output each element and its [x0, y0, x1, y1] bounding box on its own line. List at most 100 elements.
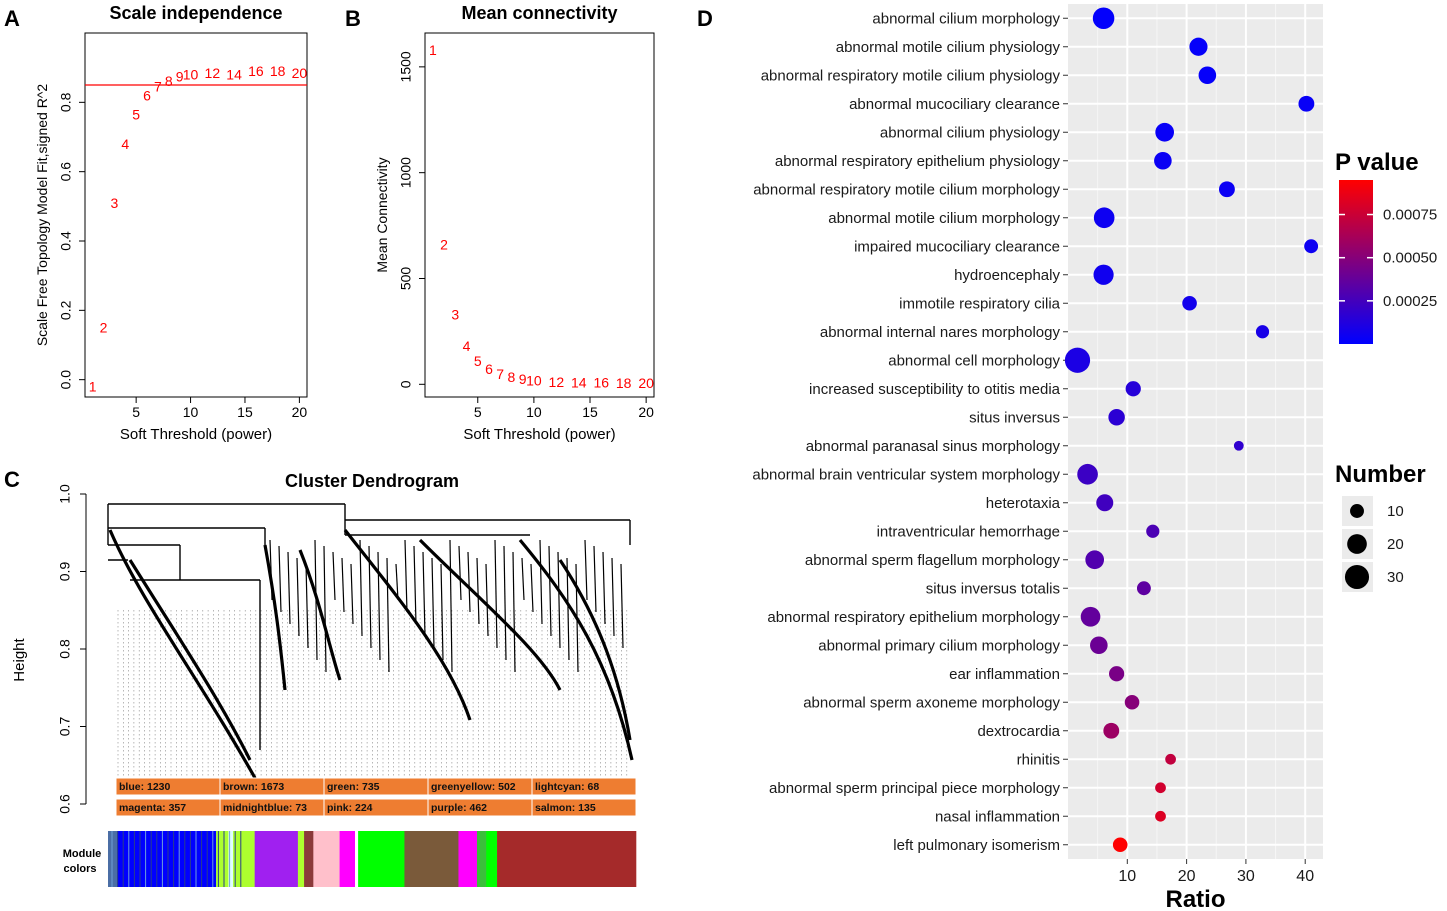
power-point-label: 7: [154, 79, 162, 95]
power-point-label: 1: [429, 42, 437, 58]
term-dot: [1155, 810, 1166, 822]
category-label: abnormal respiratory motile cilium physi…: [761, 67, 1061, 84]
panel-c-cluster-dendrogram: C Cluster Dendrogram 0.6 0.7 0.8 0.9 1.0 Height…: [4, 467, 637, 887]
power-point-label: 7: [496, 366, 504, 382]
term-dot: [1298, 95, 1315, 112]
dendrogram-cluster: [128, 559, 252, 761]
module-color-segment: [254, 831, 299, 887]
category-label: hydroencephaly: [954, 267, 1060, 284]
plot-frame: [84, 32, 308, 398]
dendrogram-leaf-branch: [350, 563, 354, 625]
dendrogram-leaf-branch: [557, 551, 561, 649]
plot-panel-bg: [1068, 4, 1323, 859]
module-color-segment: [216, 831, 229, 887]
category-label: abnormal sperm principal piece morpholog…: [769, 780, 1060, 797]
category-label: abnormal mucociliary clearance: [849, 96, 1060, 113]
category-label: abnormal primary cilium morphology: [818, 637, 1060, 654]
chart-title: Scale independence: [109, 3, 282, 23]
x-tick-label: 20: [1178, 868, 1196, 885]
module-colors-label: Module: [63, 848, 102, 860]
category-label: rhinitis: [1017, 751, 1060, 768]
size-legend-dot: [1350, 504, 1364, 518]
module-label: magenta: 357: [119, 802, 186, 814]
term-dot: [1103, 722, 1120, 739]
dendrogram-leaf-branch: [323, 545, 327, 673]
dendrogram-leaf-branch: [413, 545, 417, 625]
dendrogram-leaf-branch: [476, 557, 480, 625]
dendrogram-leaf-branch: [521, 557, 525, 601]
x-tick-label: 40: [1296, 868, 1314, 885]
term-dot: [1085, 550, 1105, 570]
dendrogram-cluster: [108, 529, 257, 779]
dendrogram-leaf-branch: [611, 557, 615, 637]
power-point-label: 16: [248, 63, 264, 79]
category-label: abnormal respiratory epithelium physiolo…: [775, 153, 1061, 170]
module-color-segment: [358, 831, 405, 887]
dendrogram-leaf-branch: [359, 539, 363, 637]
dendrogram-leaf-branch: [377, 551, 381, 661]
chart-title: Mean connectivity: [461, 3, 617, 23]
category-label: increased susceptibility to otitis media: [809, 381, 1061, 398]
power-point-label: 8: [165, 73, 173, 89]
category-label: abnormal sperm flagellum morphology: [805, 552, 1061, 569]
category-label: abnormal sperm axoneme morphology: [803, 694, 1060, 711]
term-dot: [1218, 181, 1235, 198]
term-dot: [1165, 753, 1176, 765]
module-color-segment: [355, 831, 359, 887]
module-label: green: 735: [327, 781, 380, 793]
dendrogram-cluster: [558, 559, 632, 741]
category-label: abnormal brain ventricular system morpho…: [752, 466, 1060, 483]
term-dot: [1096, 494, 1114, 512]
dendrogram-leaf-branch: [602, 551, 606, 625]
dendrogram-leaf-branch: [287, 551, 291, 625]
module-label: blue: 1230: [119, 781, 171, 793]
power-point-label: 12: [549, 374, 565, 390]
dendrogram-leaf-branch: [548, 545, 552, 637]
x-axis-label: Soft Threshold (power): [463, 426, 615, 443]
term-dot: [1154, 151, 1172, 170]
y-tick-label: 0.7: [57, 717, 73, 737]
y-axis-label: Mean Connectivity: [374, 157, 390, 272]
x-axis-label: Ratio: [1166, 886, 1226, 911]
power-point-label: 9: [519, 371, 527, 387]
module-label: pink: 224: [327, 802, 373, 814]
module-label: salmon: 135: [535, 802, 596, 814]
power-point-label: 3: [451, 306, 459, 322]
power-point-label: 9: [176, 68, 184, 84]
dendrogram-leaf-branch: [458, 545, 462, 601]
y-tick-label: 0.6: [57, 794, 73, 814]
category-label: abnormal internal nares morphology: [820, 324, 1061, 341]
dendrogram-leaf-branch: [278, 545, 282, 613]
module-color-segment: [476, 831, 487, 887]
legend-title: Number: [1335, 461, 1426, 488]
colorbar-tick-label: 0.00025: [1383, 293, 1437, 310]
x-tick-label: 20: [638, 404, 654, 420]
term-dot: [1112, 837, 1128, 853]
x-tick-label: 10: [1118, 868, 1136, 885]
y-tick-label: 0.8: [58, 92, 74, 112]
category-label: abnormal paranasal sinus morphology: [806, 438, 1061, 455]
module-label-box: [531, 777, 637, 796]
power-point-label: 10: [183, 67, 199, 83]
term-dot: [1146, 524, 1160, 538]
dendrogram-leaf-branch: [467, 551, 471, 613]
module-label: brown: 1673: [223, 781, 284, 793]
dendrogram-leaf-branch: [269, 539, 273, 601]
power-point-label: 3: [110, 195, 118, 211]
dendrogram-cluster: [343, 529, 472, 721]
term-dot: [1108, 409, 1125, 426]
term-dot: [1182, 295, 1197, 311]
x-tick-label: 5: [132, 404, 140, 420]
dendrogram-leaf-branch: [395, 563, 399, 601]
dendrogram-leaf-branch: [620, 563, 624, 649]
dendrogram-leaf-branch: [386, 557, 390, 673]
module-colors-label: colors: [63, 863, 96, 875]
dendrogram-leaf-branch: [485, 563, 489, 637]
category-label: abnormal respiratory motile cilium morph…: [753, 181, 1060, 198]
term-dot: [1109, 666, 1125, 682]
x-tick-label: 30: [1237, 868, 1255, 885]
term-dot: [1255, 325, 1270, 339]
y-axis-label: Scale Free Topology Model Fit,signed R^2: [34, 84, 50, 347]
y-tick-label: 1000: [398, 157, 414, 188]
